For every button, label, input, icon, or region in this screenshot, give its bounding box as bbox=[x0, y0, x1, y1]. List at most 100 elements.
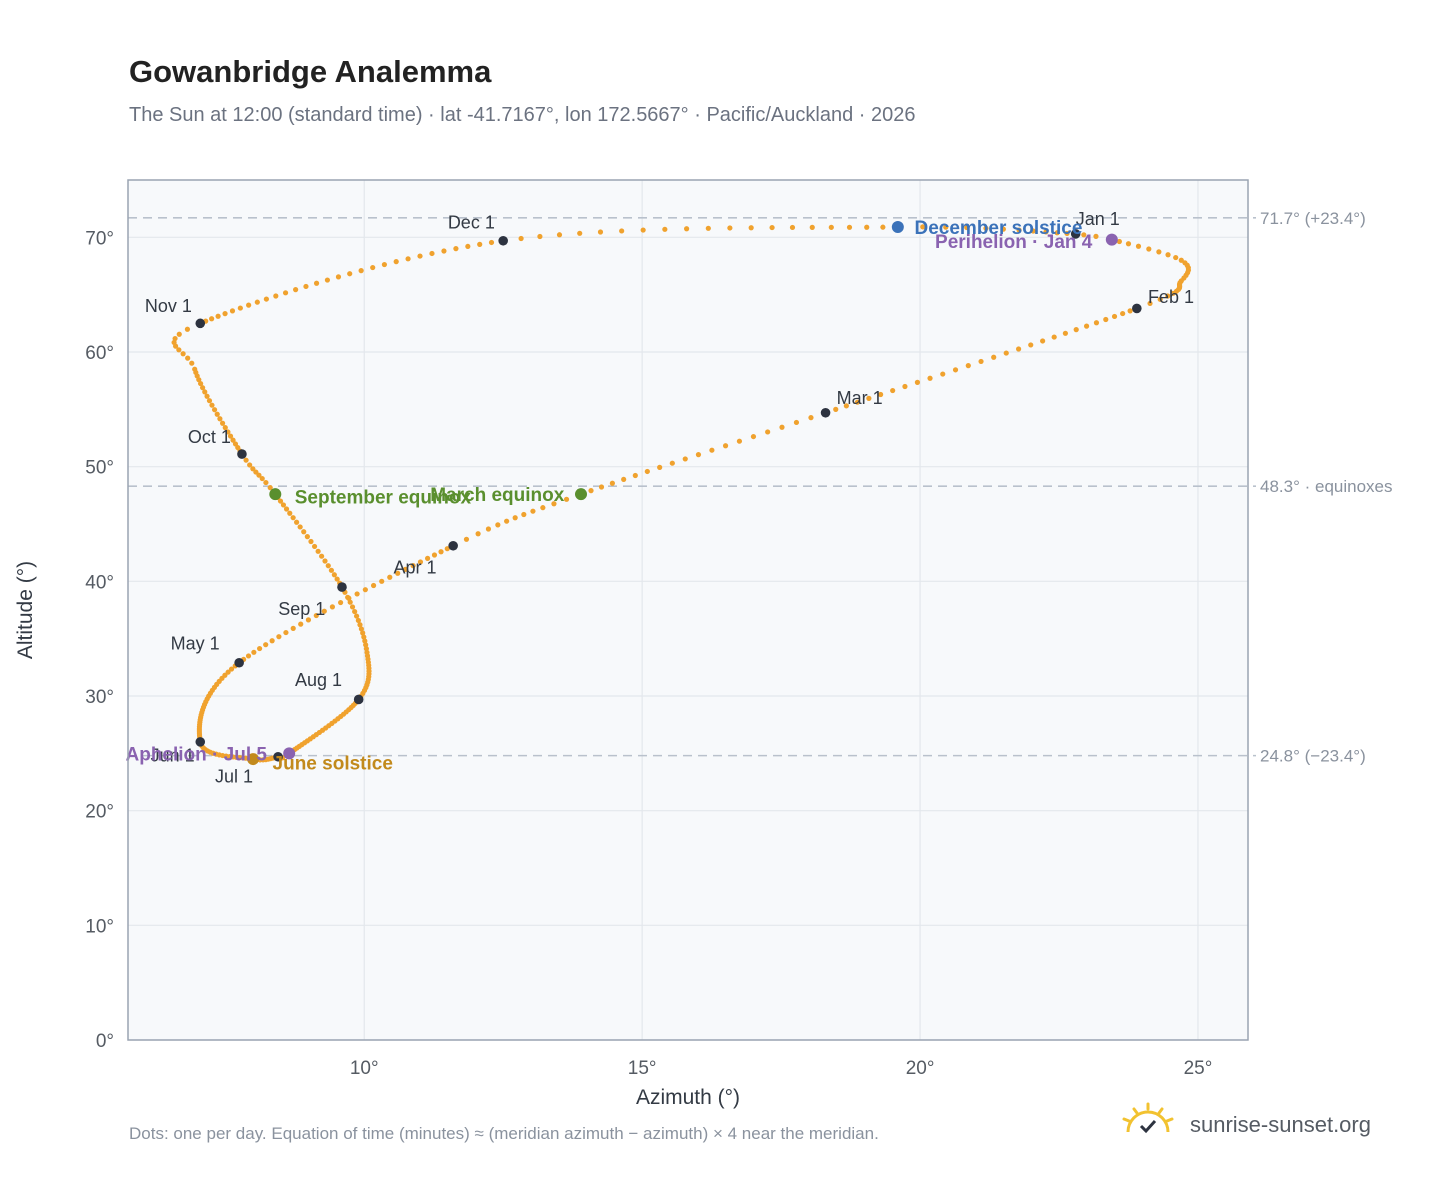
month-marker-dot bbox=[234, 657, 244, 668]
day-dot bbox=[424, 555, 431, 562]
day-dot bbox=[444, 546, 450, 552]
day-dot bbox=[1016, 346, 1022, 352]
day-dot bbox=[311, 543, 318, 550]
day-dot bbox=[846, 224, 853, 230]
day-dot bbox=[290, 515, 296, 521]
day-dot bbox=[556, 232, 563, 238]
reference-lines: 71.7° (+23.4°) 48.3° · equinoxes 24.8° (−2… bbox=[128, 209, 1393, 766]
day-dot bbox=[902, 383, 908, 390]
day-dot bbox=[172, 335, 178, 342]
day-dot bbox=[1156, 249, 1162, 255]
day-dot bbox=[828, 224, 834, 230]
event-marker-dot bbox=[247, 753, 260, 766]
day-dot bbox=[328, 567, 335, 573]
brand[interactable]: sunrise-sunset.org bbox=[1120, 1102, 1410, 1146]
day-dot bbox=[1093, 233, 1099, 239]
day-dot bbox=[358, 268, 364, 274]
day-dot bbox=[453, 246, 459, 252]
day-dot bbox=[940, 371, 946, 377]
day-dot bbox=[237, 305, 243, 311]
day-dot bbox=[276, 634, 282, 640]
day-dot bbox=[219, 420, 226, 426]
day-dot bbox=[334, 576, 340, 582]
chart-subtitle: The Sun at 12:00 (standard time) · lat -… bbox=[129, 104, 916, 126]
day-dot bbox=[843, 403, 849, 409]
day-dot bbox=[943, 224, 949, 230]
month-marker-dot bbox=[820, 407, 831, 418]
day-dot bbox=[287, 510, 293, 516]
day-dot bbox=[833, 406, 839, 412]
day-dot bbox=[280, 502, 287, 508]
day-dot bbox=[362, 587, 368, 593]
day-dot bbox=[475, 531, 481, 537]
day-dot bbox=[438, 549, 444, 555]
day-dot bbox=[619, 228, 625, 234]
y-tick-label: 50° bbox=[85, 458, 114, 479]
month-marker-label: Apr 1 bbox=[393, 558, 436, 578]
day-dot bbox=[347, 271, 353, 277]
day-dot bbox=[363, 642, 369, 648]
day-dot bbox=[345, 594, 351, 600]
day-dot bbox=[669, 460, 675, 466]
day-dot bbox=[315, 548, 321, 554]
day-dot bbox=[588, 488, 594, 494]
day-dot bbox=[354, 613, 360, 619]
day-dot bbox=[225, 669, 231, 675]
day-dot bbox=[495, 522, 501, 528]
event-marker-label: Perihelion · Jan 4 bbox=[935, 232, 1093, 253]
day-dot bbox=[530, 508, 536, 514]
day-dot bbox=[176, 331, 182, 337]
month-marker-label: Feb 1 bbox=[1148, 287, 1194, 307]
day-dot bbox=[269, 638, 275, 644]
day-dot bbox=[204, 393, 210, 399]
day-dot bbox=[1073, 327, 1079, 333]
day-dot bbox=[722, 443, 729, 449]
reference-line-label: 71.7° (+23.4°) bbox=[1260, 209, 1366, 228]
month-marker-label: Aug 1 bbox=[295, 670, 342, 690]
day-dot bbox=[215, 313, 221, 319]
day-dot bbox=[313, 612, 319, 619]
day-dot bbox=[632, 472, 638, 479]
day-dot bbox=[809, 224, 815, 230]
day-dot bbox=[540, 505, 546, 511]
day-dot bbox=[283, 629, 289, 636]
month-marker-dot bbox=[1132, 303, 1142, 314]
day-dot bbox=[465, 243, 471, 250]
day-dot bbox=[1030, 228, 1036, 234]
month-marker-label: Dec 1 bbox=[448, 212, 495, 232]
day-dot bbox=[736, 438, 743, 444]
month-marker-label: Jan 1 bbox=[1076, 209, 1120, 229]
day-dot bbox=[695, 452, 702, 458]
month-marker-dot bbox=[353, 694, 364, 705]
day-dot bbox=[297, 524, 303, 530]
day-dot bbox=[441, 248, 447, 254]
y-tick-label: 40° bbox=[85, 572, 114, 593]
day-dot bbox=[202, 389, 208, 395]
day-dot bbox=[1016, 227, 1022, 233]
day-dot bbox=[360, 630, 366, 636]
day-dot bbox=[991, 354, 997, 360]
event-marker-label: December solstice bbox=[915, 218, 1083, 239]
day-dot bbox=[1165, 252, 1171, 258]
day-dot bbox=[789, 224, 796, 231]
month-marker-label: May 1 bbox=[171, 633, 220, 653]
day-dot bbox=[232, 441, 239, 447]
day-dot bbox=[253, 469, 259, 475]
day-dot bbox=[1054, 230, 1060, 236]
brand-name: sunrise-sunset.org bbox=[1190, 1112, 1371, 1137]
day-dot bbox=[1147, 300, 1153, 307]
day-dot bbox=[964, 224, 970, 231]
day-dot bbox=[1000, 226, 1006, 232]
day-dot bbox=[1040, 338, 1046, 344]
day-dot bbox=[324, 277, 331, 283]
day-dot bbox=[769, 224, 775, 231]
day-dot bbox=[518, 235, 524, 242]
day-dot bbox=[198, 380, 204, 387]
day-dot bbox=[283, 506, 290, 512]
day-dot bbox=[417, 559, 424, 565]
month-marker-dot bbox=[195, 318, 206, 329]
day-dot bbox=[551, 501, 557, 507]
day-dot bbox=[263, 479, 269, 486]
plot-area bbox=[128, 180, 1248, 1040]
day-dot bbox=[171, 339, 177, 346]
